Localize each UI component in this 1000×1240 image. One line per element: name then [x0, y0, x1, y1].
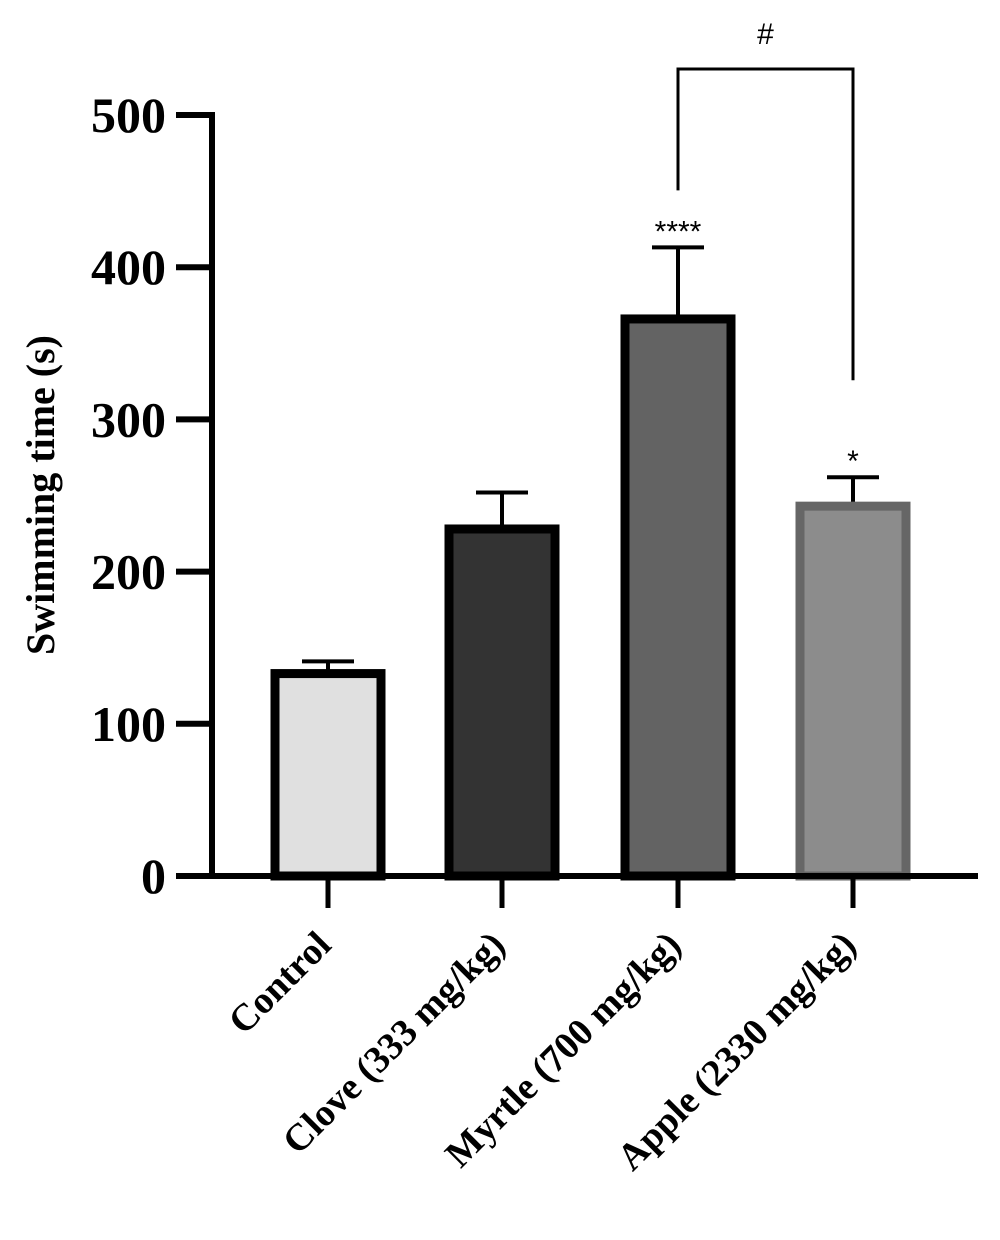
bar	[620, 314, 736, 881]
significance-bracket	[676, 67, 855, 381]
y-tick-label: 200	[91, 544, 166, 600]
y-tick-label: 100	[91, 696, 166, 752]
y-tick-label: 0	[141, 848, 166, 904]
y-tick-label: 300	[91, 391, 166, 447]
y-axis-label: Swimming time (s)	[18, 335, 63, 655]
bar	[444, 524, 560, 881]
y-tick-label: 500	[91, 87, 166, 143]
bar	[270, 669, 386, 881]
y-tick-label: 400	[91, 239, 166, 295]
significance-label: *	[847, 445, 859, 478]
bar	[795, 501, 911, 881]
x-category-label: Control	[221, 924, 340, 1043]
significance-label: ****	[655, 215, 702, 248]
bracket-label: #	[757, 18, 774, 51]
